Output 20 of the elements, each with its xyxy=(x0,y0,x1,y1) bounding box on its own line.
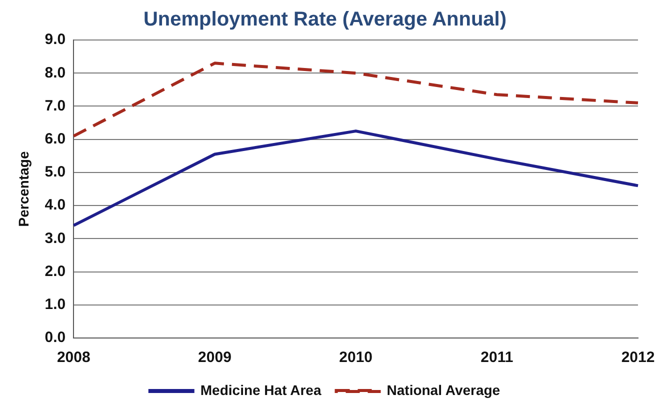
y-tick-label: 0.0 xyxy=(44,329,66,346)
x-tick-label: 2008 xyxy=(56,349,90,366)
x-tick-label: 2012 xyxy=(621,349,655,366)
y-tick-label: 1.0 xyxy=(44,296,66,314)
y-axis-title: Percentage xyxy=(15,151,32,227)
y-tick-label: 7.0 xyxy=(44,97,66,114)
line-series xyxy=(72,62,640,138)
x-tick-label: 2011 xyxy=(480,349,514,366)
y-tick-label: 6.0 xyxy=(44,130,66,148)
y-tick-label: 5.0 xyxy=(44,164,66,181)
y-tick-label: 2.0 xyxy=(44,262,66,280)
chart-title: Unemployment Rate (Average Annual) xyxy=(143,8,507,31)
y-tick-label: 4.0 xyxy=(44,196,66,214)
legend-label: National Average xyxy=(386,382,500,398)
y-tick-label: 8.0 xyxy=(44,64,66,82)
y-tick-label: 3.0 xyxy=(44,230,66,247)
y-tick-label: 9.0 xyxy=(44,31,66,48)
x-tick-label: 2010 xyxy=(339,349,373,366)
legend-label: Medicine Hat Area xyxy=(200,382,322,398)
x-tick-label: 2009 xyxy=(198,349,232,366)
